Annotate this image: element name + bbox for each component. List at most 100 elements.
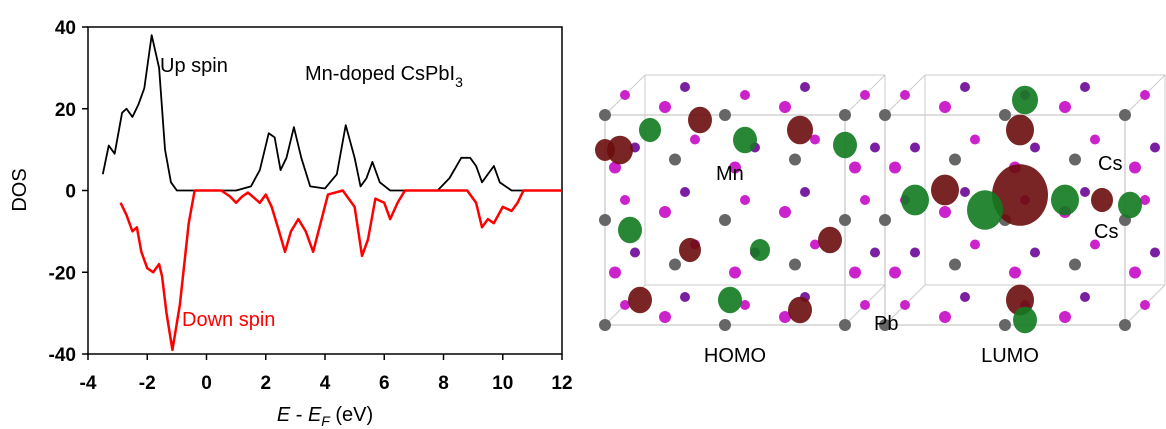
orbital-lobe [607, 135, 633, 165]
atom [900, 90, 910, 100]
atom [729, 266, 741, 279]
atom [1080, 292, 1090, 302]
crystal [595, 74, 886, 331]
orbital-lobe [788, 296, 812, 324]
atom [1059, 101, 1071, 113]
atom [1080, 82, 1090, 92]
x-tick-label: 4 [320, 373, 331, 394]
atom [789, 153, 801, 166]
atom [839, 214, 851, 226]
orbital-lobe [750, 239, 770, 261]
atom [970, 134, 980, 145]
atom [620, 300, 630, 310]
atom [1119, 319, 1131, 331]
atom [659, 206, 671, 218]
orbital-lobe [688, 106, 712, 134]
x-tick-label: 8 [438, 373, 449, 394]
atom [879, 109, 891, 121]
atom [810, 134, 820, 145]
chart-title: Mn-doped CsPbI3 [305, 63, 463, 90]
atom [599, 319, 611, 331]
atom [1030, 142, 1040, 153]
crystal [879, 74, 1166, 334]
atom [1150, 247, 1160, 258]
atom-label: Cs [1098, 153, 1122, 175]
x-axis-label: E - EF (eV) [277, 404, 373, 429]
atom [810, 239, 820, 250]
atom [900, 300, 910, 310]
atom [800, 82, 810, 92]
atom-label: Pb [874, 313, 898, 335]
orbital-lobe [639, 117, 661, 143]
x-label-part: F [321, 413, 331, 429]
atom [839, 319, 851, 331]
x-tick-label: 0 [201, 373, 212, 394]
atom [599, 214, 611, 226]
atom [1069, 258, 1081, 271]
orbital-lobe [787, 115, 813, 145]
atom [669, 153, 681, 166]
dos-line [119, 189, 562, 352]
atom [1009, 266, 1021, 279]
orbital-lobe [1051, 184, 1079, 216]
annotation: Up spin [160, 55, 228, 77]
atom [960, 187, 970, 197]
y-tick-label: -20 [49, 263, 76, 284]
atom-label: Mn [716, 163, 744, 185]
orbital-illustrations [595, 74, 1166, 334]
atom [1080, 187, 1090, 197]
atom [1069, 153, 1081, 166]
atom [1140, 195, 1150, 205]
atom [659, 101, 671, 113]
x-tick-label: 12 [551, 373, 572, 394]
atom [839, 109, 851, 121]
x-label-part: E [277, 404, 291, 426]
atom [680, 187, 690, 197]
orbital-lobe [618, 216, 642, 244]
atom [719, 319, 731, 331]
orbital-caption: LUMO [981, 345, 1039, 367]
title-main: Mn-doped CsPbI [305, 63, 455, 85]
orbital-lobe [967, 190, 1003, 230]
atom [1150, 142, 1160, 153]
atom [729, 161, 741, 174]
atom [659, 311, 671, 323]
orbital-lobe [718, 286, 742, 314]
atom [910, 247, 920, 258]
atom [960, 292, 970, 302]
atom [999, 319, 1011, 331]
x-tick-label: -2 [139, 373, 156, 394]
atom [1140, 300, 1150, 310]
atom [910, 142, 920, 153]
atom [779, 101, 791, 113]
orbital-lobe [992, 164, 1048, 226]
y-tick-label: 40 [55, 18, 76, 39]
atom [949, 153, 961, 166]
x-tick-label: 6 [379, 373, 390, 394]
orbital-lobe [595, 139, 615, 161]
atom [680, 82, 690, 92]
orbital-lobe [1006, 114, 1034, 146]
atom [1090, 134, 1100, 145]
orbital-lobe [818, 226, 842, 254]
orbital-lobe [833, 131, 857, 159]
atom-label: Cs [1094, 221, 1118, 243]
atom [949, 258, 961, 271]
atom [939, 206, 951, 218]
atom [690, 134, 700, 145]
atom [779, 206, 791, 218]
atom [669, 258, 681, 271]
atom [789, 258, 801, 271]
y-tick-label: -40 [49, 345, 76, 366]
orbital-lobe [733, 126, 757, 154]
y-tick-label: 20 [55, 100, 76, 121]
x-tick-label: -4 [80, 373, 97, 394]
atom [740, 90, 750, 100]
y-axis-label: DOS [9, 168, 31, 211]
atom [1090, 239, 1100, 250]
atom [970, 239, 980, 250]
atom [609, 161, 621, 174]
atom [960, 82, 970, 92]
atom [849, 161, 861, 174]
